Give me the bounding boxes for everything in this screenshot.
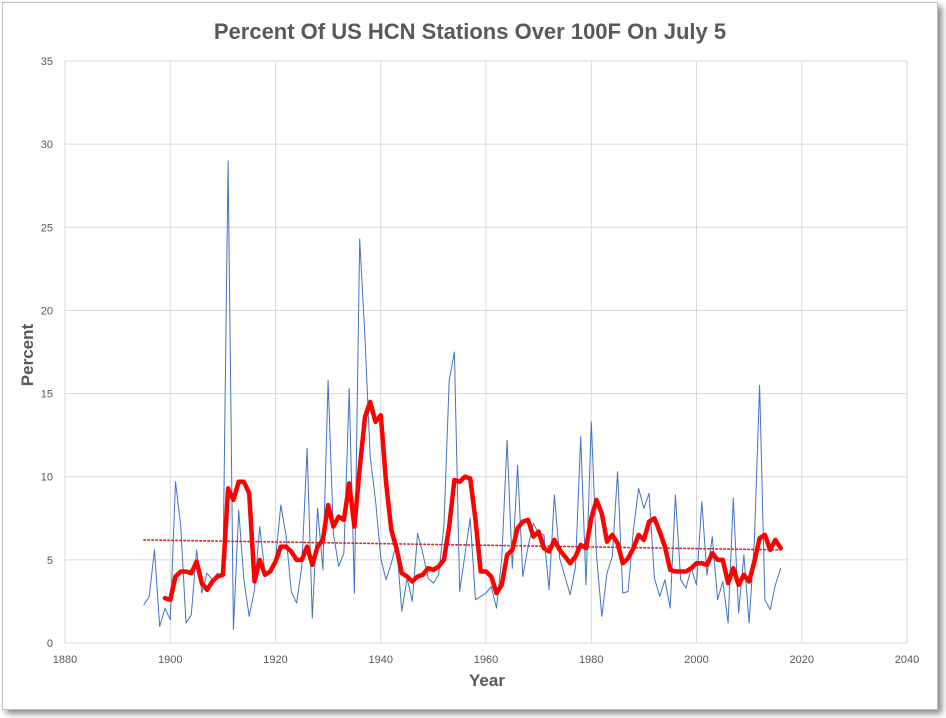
line-chart: Percent Of US HCN Stations Over 100F On …	[18, 19, 919, 690]
y-tick-label: 25	[41, 222, 53, 234]
y-tick-label: 0	[47, 638, 53, 650]
y-gridlines	[65, 60, 907, 644]
series-layer	[143, 160, 783, 631]
x-tick-label: 1900	[158, 654, 182, 666]
x-tick-label: 2000	[684, 654, 708, 666]
x-tick-label: 1960	[474, 654, 498, 666]
y-axis-title: Percent	[18, 323, 37, 386]
series-line-annual	[143, 160, 782, 631]
y-tick-label: 35	[41, 56, 53, 68]
series-line-linear-trend	[143, 539, 782, 551]
y-tick-label: 30	[41, 139, 53, 151]
y-tick-label: 20	[41, 305, 53, 317]
y-tick-label: 10	[41, 472, 53, 484]
x-tick-label: 1980	[579, 654, 603, 666]
y-tick-labels: 0 5 10 15 20 25 30 35	[41, 56, 53, 650]
chart-frame: Percent Of US HCN Stations Over 100F On …	[2, 2, 938, 710]
x-tick-label: 2040	[895, 654, 919, 666]
x-tick-labels: 1880 1900 1920 1940 1960 1980 2000 2020 2040	[53, 654, 919, 666]
y-tick-label: 5	[47, 555, 53, 567]
series-line-running-mean	[162, 399, 783, 603]
x-axis-title: Year	[469, 671, 505, 690]
x-tick-label: 1880	[53, 654, 77, 666]
x-tick-label: 2020	[790, 654, 814, 666]
x-tick-label: 1920	[263, 654, 287, 666]
y-tick-label: 15	[41, 389, 53, 401]
x-gridlines	[64, 61, 908, 643]
x-tick-label: 1940	[369, 654, 393, 666]
chart-title: Percent Of US HCN Stations Over 100F On …	[214, 19, 726, 44]
